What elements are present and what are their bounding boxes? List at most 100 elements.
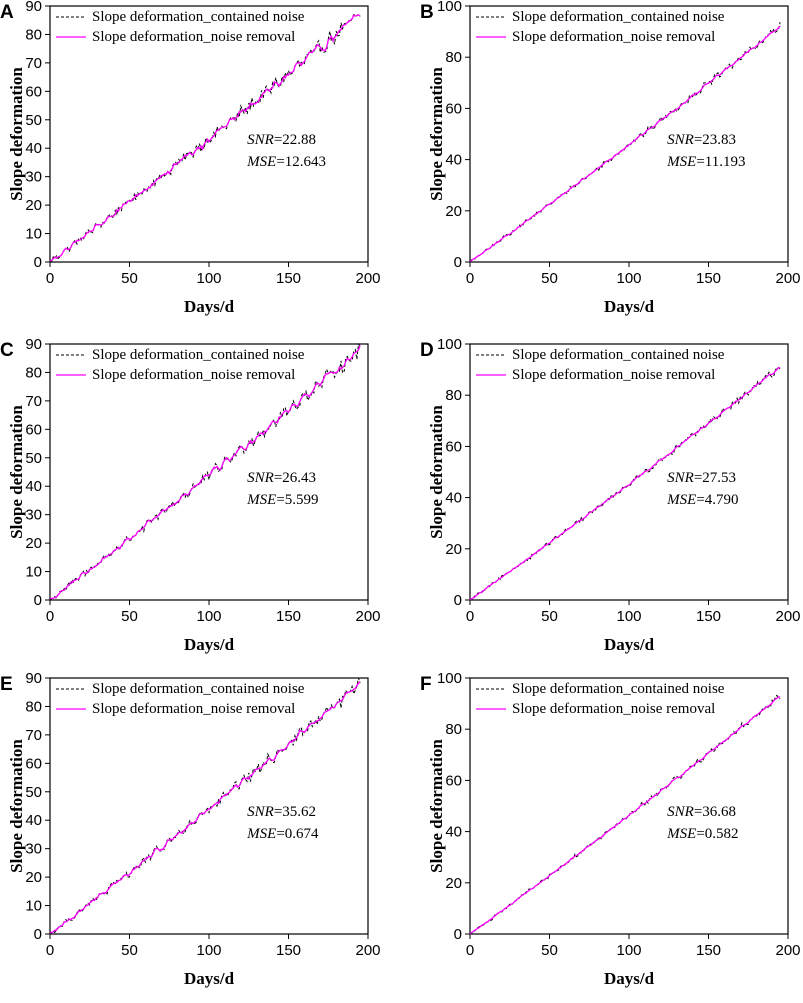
y-tick-label: 20 <box>25 535 42 552</box>
annotation-value: =35.62 <box>274 804 316 820</box>
x-tick-label: 200 <box>775 270 800 287</box>
chart-svg-f: F 0 50 100 150 200 0 20 40 60 80 100 Days/d Slope def… <box>420 670 801 988</box>
annotation-mse: MSE=0.582 <box>666 826 738 842</box>
x-tick-label: 100 <box>616 942 641 959</box>
panel-f: F 0 50 100 150 200 0 20 40 60 80 100 Days/d Slope def… <box>420 670 803 992</box>
annotation-label: MSE <box>666 492 696 508</box>
x-axis-title: Days/d <box>184 297 235 316</box>
y-tick-label: 70 <box>25 393 42 410</box>
y-tick-label: 0 <box>454 592 462 609</box>
chart-svg-e: E 0 50 100 150 200 0 10 20 30 40 50 60 70 80 90 Days/d Sl… <box>0 670 381 988</box>
y-tick-label: 40 <box>445 152 462 169</box>
legend-label-contained-noise: Slope deformation_contained noise <box>92 681 305 697</box>
x-tick-label: 0 <box>46 942 54 959</box>
y-tick-label: 90 <box>25 336 42 353</box>
panel-letter: C <box>0 340 14 361</box>
annotation-value: =11.193 <box>696 154 745 170</box>
x-tick-label: 150 <box>696 270 721 287</box>
annotation-label: SNR <box>247 132 274 148</box>
x-axis-title: Days/d <box>604 635 655 654</box>
annotation-value: =36.68 <box>694 804 736 820</box>
annotation-value: =5.599 <box>276 492 318 508</box>
x-tick-label: 50 <box>121 270 138 287</box>
x-tick-label: 100 <box>616 608 641 625</box>
annotation-mse: MSE=4.790 <box>666 492 738 508</box>
x-tick-label: 100 <box>196 942 221 959</box>
y-tick-label: 40 <box>25 812 42 829</box>
annotation-value: =23.83 <box>694 132 736 148</box>
x-tick-label: 200 <box>775 608 800 625</box>
chart-svg-a: A 0 50 100 150 200 0 10 20 30 40 50 60 70 80 90 Days/d Sl… <box>0 0 381 316</box>
y-tick-label: 40 <box>445 490 462 507</box>
annotation-mse: MSE=11.193 <box>666 154 745 170</box>
annotation-snr: SNR=22.88 <box>247 132 316 148</box>
y-tick-label: 50 <box>25 450 42 467</box>
annotation-label: SNR <box>247 470 274 486</box>
annotation-value: =27.53 <box>694 470 736 486</box>
y-tick-label: 80 <box>25 364 42 381</box>
chart-svg-d: D 0 50 100 150 200 0 20 40 60 80 100 Days/d Slope def… <box>420 336 801 654</box>
panel-c: C 0 50 100 150 200 0 10 20 30 40 50 60 70 80 90 Days/d Sl… <box>0 336 383 658</box>
chart-svg-b: B 0 50 100 150 200 0 20 40 60 80 100 Days/d Slope def… <box>420 0 801 316</box>
annotation-label: SNR <box>667 470 694 486</box>
legend-label-contained-noise: Slope deformation_contained noise <box>92 347 305 363</box>
y-tick-label: 60 <box>25 83 42 100</box>
y-tick-label: 20 <box>445 541 462 558</box>
x-tick-label: 50 <box>541 608 558 625</box>
x-axis-title: Days/d <box>604 969 655 988</box>
annotation-label: SNR <box>247 804 274 820</box>
x-tick-label: 150 <box>276 608 301 625</box>
x-tick-label: 50 <box>121 608 138 625</box>
panel-letter: E <box>0 674 13 695</box>
y-tick-label: 60 <box>445 438 462 455</box>
y-axis-title: Slope deformation <box>427 405 446 539</box>
y-axis-title: Slope deformation <box>7 67 26 201</box>
annotation-mse: MSE=0.674 <box>246 826 319 842</box>
y-tick-label: 80 <box>25 698 42 715</box>
y-tick-label: 30 <box>25 841 42 858</box>
annotation-snr: SNR=26.43 <box>247 470 316 486</box>
y-tick-label: 0 <box>34 926 42 943</box>
x-tick-label: 100 <box>196 270 221 287</box>
annotation-value: =0.582 <box>696 826 738 842</box>
legend-label-contained-noise: Slope deformation_contained noise <box>512 347 725 363</box>
annotation-mse: MSE=5.599 <box>246 492 318 508</box>
x-axis-title: Days/d <box>184 969 235 988</box>
legend-label-noise-removal: Slope deformation_noise removal <box>512 29 715 45</box>
y-tick-label: 100 <box>437 336 462 353</box>
y-tick-label: 80 <box>445 387 462 404</box>
y-tick-label: 90 <box>25 0 42 15</box>
legend-label-contained-noise: Slope deformation_contained noise <box>512 681 725 697</box>
y-tick-label: 50 <box>25 784 42 801</box>
y-tick-label: 0 <box>454 926 462 943</box>
panel-letter: D <box>420 340 434 361</box>
y-tick-label: 100 <box>437 0 462 15</box>
x-tick-label: 0 <box>466 270 474 287</box>
x-tick-label: 200 <box>355 608 380 625</box>
annotation-value: =0.674 <box>276 826 319 842</box>
x-axis-title: Days/d <box>184 635 235 654</box>
x-tick-label: 0 <box>46 608 54 625</box>
x-tick-label: 150 <box>696 608 721 625</box>
annotation-value: =22.88 <box>274 132 316 148</box>
y-tick-label: 20 <box>25 869 42 886</box>
annotation-snr: SNR=36.68 <box>667 804 736 820</box>
annotation-value: =4.790 <box>696 492 738 508</box>
x-tick-label: 150 <box>276 942 301 959</box>
annotation-label: MSE <box>246 154 276 170</box>
x-tick-label: 0 <box>466 608 474 625</box>
legend-label-noise-removal: Slope deformation_noise removal <box>92 367 295 383</box>
y-tick-label: 50 <box>25 112 42 129</box>
y-tick-label: 60 <box>25 755 42 772</box>
y-tick-label: 60 <box>445 100 462 117</box>
x-tick-label: 200 <box>775 942 800 959</box>
x-tick-label: 150 <box>696 942 721 959</box>
chart-svg-c: C 0 50 100 150 200 0 10 20 30 40 50 60 70 80 90 Days/d Sl… <box>0 336 381 654</box>
annotation-snr: SNR=27.53 <box>667 470 736 486</box>
panel-a: A 0 50 100 150 200 0 10 20 30 40 50 60 70 80 90 Days/d Sl… <box>0 0 383 320</box>
annotation-label: MSE <box>666 154 696 170</box>
legend-label-noise-removal: Slope deformation_noise removal <box>512 367 715 383</box>
y-axis-title: Slope deformation <box>7 405 26 539</box>
annotation-label: SNR <box>667 132 694 148</box>
y-tick-label: 80 <box>445 721 462 738</box>
